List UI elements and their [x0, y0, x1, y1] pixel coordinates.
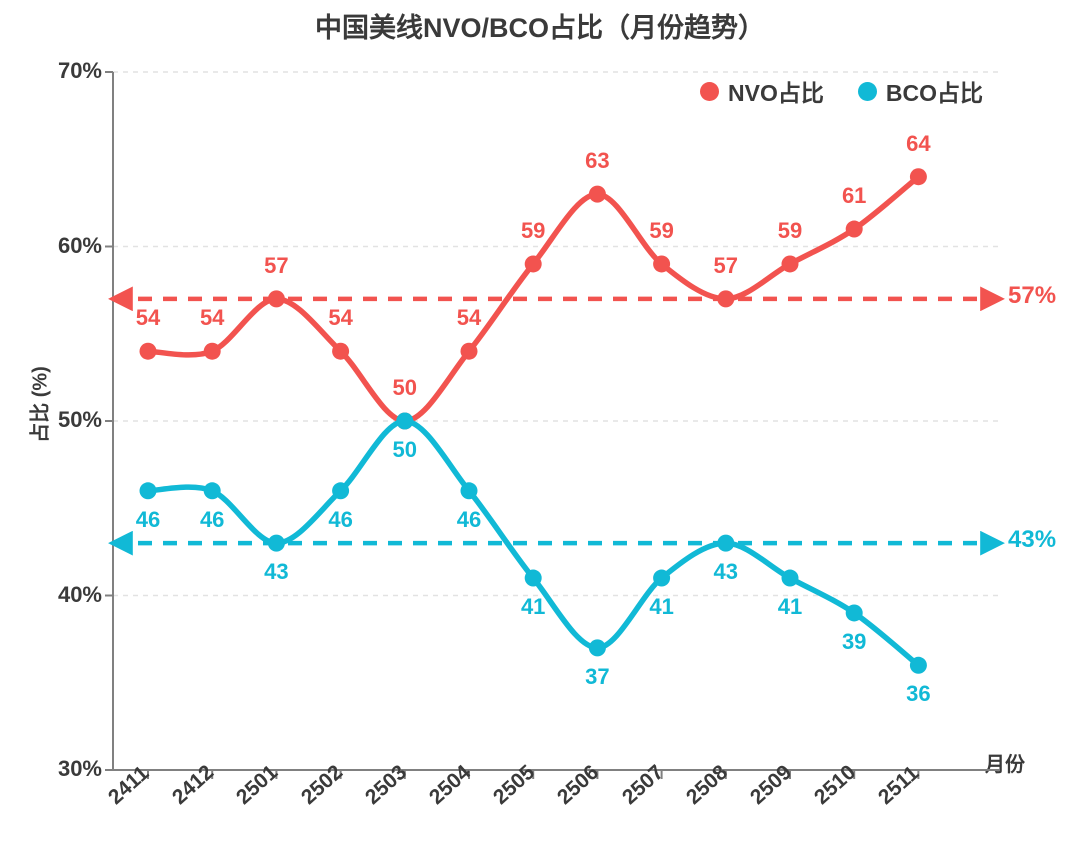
data-point-bco-2507[interactable]: [653, 569, 671, 587]
chart-title: 中国美线NVO/BCO占比（月份趋势）: [314, 13, 765, 43]
data-point-nvo-2510[interactable]: [845, 220, 863, 238]
point-value-label-bco-2511: 36: [906, 681, 931, 707]
point-value-label-nvo-2510: 61: [841, 183, 867, 209]
y-axis-tick-label: 70%: [57, 58, 102, 83]
data-point-bco-2501[interactable]: [267, 534, 285, 552]
y-axis-tick-label: 50%: [57, 407, 102, 432]
legend-dot-bco-icon: [857, 81, 877, 101]
legend-dot-nvo-icon: [700, 81, 719, 101]
point-value-label-nvo-2411: 54: [135, 305, 161, 331]
point-value-label-bco-2509: 41: [777, 594, 803, 620]
reference-line-label-bco-average: 43%: [1008, 526, 1057, 554]
point-value-label-nvo-2509: 59: [777, 217, 803, 243]
point-value-label-bco-2506: 37: [585, 663, 610, 689]
data-point-nvo-2502[interactable]: [332, 342, 350, 360]
data-point-nvo-2509[interactable]: [781, 255, 799, 273]
legend-label-nvo: NVO占比: [728, 80, 824, 106]
point-value-label-bco-2510: 39: [841, 628, 867, 654]
y-axis-tick-label: 30%: [57, 756, 102, 781]
data-point-bco-2511[interactable]: [909, 656, 927, 674]
point-value-label-bco-2503: 50: [392, 437, 418, 462]
legend-item-bco[interactable]: BCO占比: [857, 74, 983, 108]
data-point-bco-2504[interactable]: [460, 482, 478, 500]
data-point-nvo-2507[interactable]: [653, 255, 671, 273]
data-point-bco-2411[interactable]: [139, 482, 157, 500]
point-value-label-bco-2501: 43: [264, 559, 289, 585]
data-point-bco-2506[interactable]: [588, 639, 606, 657]
point-value-label-nvo-2501: 57: [264, 252, 289, 278]
point-value-label-nvo-2505: 59: [520, 217, 546, 243]
legend-label-bco: BCO占比: [885, 80, 983, 106]
point-value-label-nvo-2506: 63: [585, 148, 610, 174]
data-point-bco-2505[interactable]: [524, 569, 542, 587]
chart-legend: NVO占比 BCO占比: [700, 74, 983, 108]
data-point-bco-2412[interactable]: [203, 482, 221, 500]
data-point-nvo-2505[interactable]: [524, 255, 542, 273]
data-point-bco-2509[interactable]: [781, 569, 799, 587]
point-value-label-nvo-2508: 57: [713, 252, 739, 278]
data-point-nvo-2412[interactable]: [203, 342, 221, 360]
data-point-nvo-2508[interactable]: [717, 290, 735, 308]
point-value-label-nvo-2503: 50: [392, 375, 418, 400]
point-value-label-bco-2504: 46: [456, 506, 482, 532]
data-point-bco-2503[interactable]: [396, 412, 414, 430]
y-axis-tick-label: 60%: [57, 232, 102, 258]
data-point-bco-2508[interactable]: [717, 534, 735, 552]
point-value-label-bco-2412: 46: [199, 506, 225, 532]
point-value-label-nvo-2507: 59: [649, 217, 674, 243]
point-value-label-nvo-2504: 54: [456, 305, 482, 331]
legend-item-nvo[interactable]: NVO占比: [700, 74, 824, 108]
point-value-label-bco-2502: 46: [328, 506, 353, 532]
data-point-bco-2502[interactable]: [332, 482, 350, 500]
reference-line-label-nvo-average: 57%: [1008, 281, 1057, 309]
data-point-nvo-2504[interactable]: [460, 342, 478, 360]
data-point-nvo-2411[interactable]: [139, 342, 157, 360]
point-value-label-nvo-2511: 64: [906, 130, 931, 156]
data-point-nvo-2506[interactable]: [588, 185, 606, 203]
point-value-label-bco-2507: 41: [649, 594, 674, 620]
point-value-label-bco-2508: 43: [713, 559, 739, 585]
point-value-label-bco-2411: 46: [135, 506, 161, 532]
point-value-label-nvo-2412: 54: [199, 305, 225, 331]
data-point-bco-2510[interactable]: [845, 604, 863, 622]
point-value-label-nvo-2502: 54: [328, 305, 353, 331]
y-axis-tick-label: 40%: [57, 581, 102, 607]
data-point-nvo-2511[interactable]: [909, 168, 927, 186]
data-point-nvo-2501[interactable]: [267, 290, 285, 308]
point-value-label-bco-2505: 41: [520, 594, 546, 620]
